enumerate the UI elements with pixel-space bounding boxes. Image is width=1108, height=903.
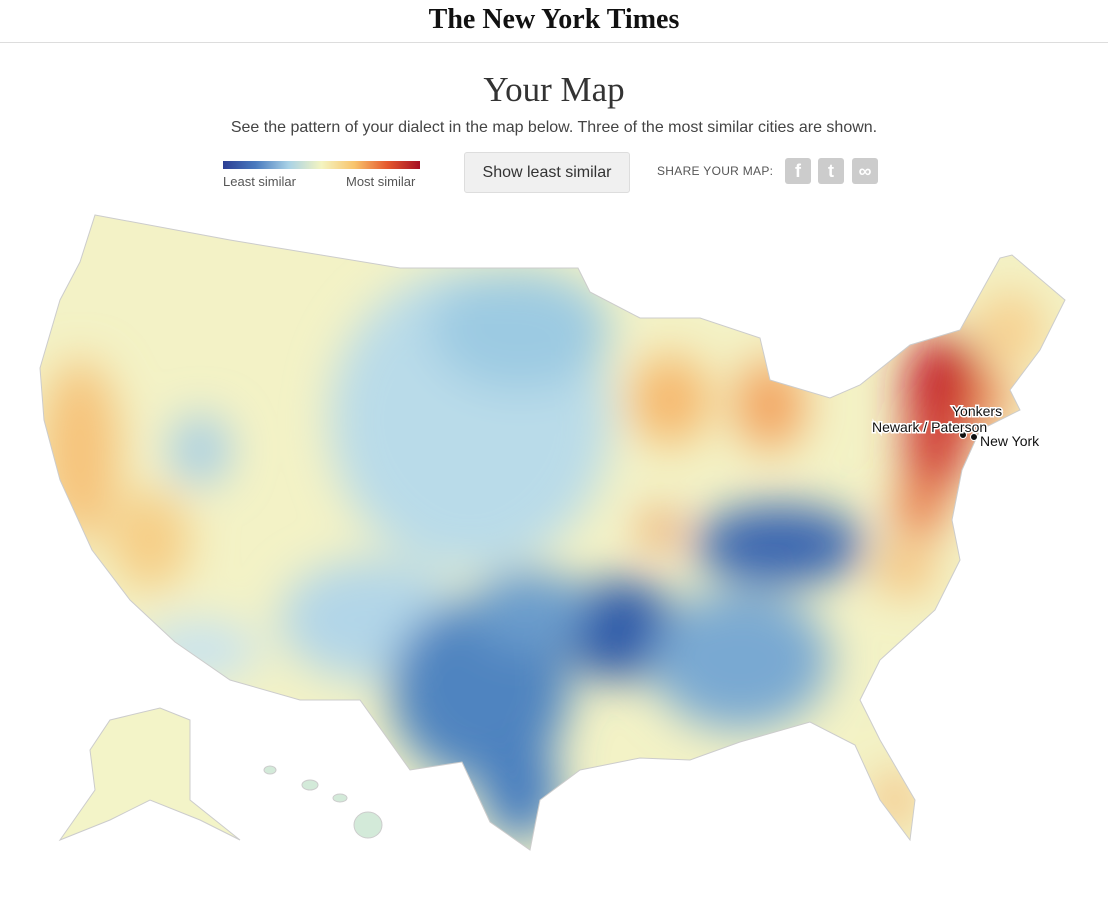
map: Yonkers Newark / Paterson New York	[39, 214, 1066, 851]
alaska	[58, 707, 241, 842]
masthead-title[interactable]: The New York Times	[428, 4, 680, 35]
facebook-icon[interactable]: f	[785, 158, 811, 184]
hawaii	[263, 765, 383, 839]
share-label: SHARE YOUR MAP:	[657, 164, 774, 178]
twitter-icon[interactable]: t	[818, 158, 844, 184]
city-label: Yonkers	[952, 403, 1002, 419]
us-outline	[39, 214, 1066, 851]
city-dot	[959, 431, 967, 439]
legend-gradient	[223, 161, 420, 169]
link-icon[interactable]: ∞	[852, 158, 878, 184]
city-label: New York	[980, 433, 1040, 449]
legend-low: Least similar	[223, 174, 296, 189]
masthead: The New York Times	[0, 0, 1108, 43]
legend-high: Most similar	[346, 174, 416, 189]
toggle-button[interactable]: Show least similar	[464, 152, 630, 193]
page-title: Your Map	[483, 70, 625, 109]
page-subtitle: See the pattern of your dialect in the m…	[230, 119, 878, 136]
city-dot	[970, 433, 978, 441]
city-label: Newark / Paterson	[872, 419, 987, 435]
